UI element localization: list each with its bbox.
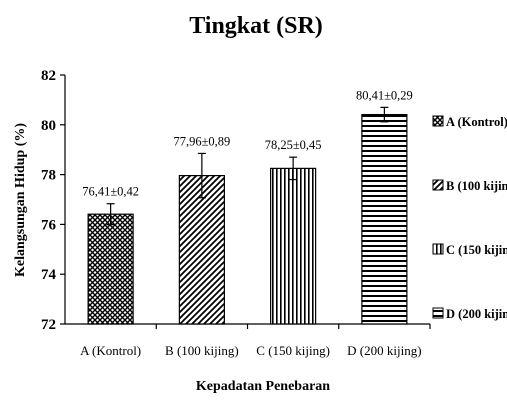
legend-swatch (432, 115, 444, 127)
x-tick-label: D (200 kijing) (347, 343, 421, 358)
data-label: 80,41±0,29 (356, 88, 413, 102)
y-tick-label: 82 (41, 68, 56, 84)
x-tick-label: B (100 kijing) (165, 343, 239, 358)
x-axis-title: Kepadatan Penebaran (196, 379, 330, 394)
y-axis-title: Kelangsungan Hidup (%) (13, 123, 28, 277)
legend-swatch (432, 243, 444, 255)
bar-a (87, 213, 134, 325)
legend-swatch (432, 307, 444, 319)
data-label: 77,96±0,89 (173, 134, 230, 148)
bar-d (361, 113, 408, 325)
y-tick-label: 76 (41, 217, 57, 233)
y-tick-label: 72 (41, 317, 56, 333)
legend-label: C (150 kijing) (446, 243, 507, 257)
y-tick-label: 74 (41, 267, 57, 283)
legend-label: B (100 kijing) (446, 179, 507, 193)
y-tick-label: 78 (41, 168, 56, 184)
legend-label: D (200 kijing) (446, 307, 507, 321)
data-label: 78,25±0,45 (265, 138, 322, 152)
chart-title: Tingkat (SR) (189, 13, 323, 39)
y-tick-label: 80 (41, 118, 56, 134)
legend-swatch (432, 179, 444, 191)
bar-c (270, 167, 317, 325)
x-tick-label: C (150 kijing) (256, 343, 330, 358)
x-tick-label: A (Kontrol) (80, 343, 141, 358)
data-label: 76,41±0,42 (82, 185, 139, 199)
bar-b (178, 174, 225, 325)
legend-label: A (Kontrol) (446, 115, 507, 129)
